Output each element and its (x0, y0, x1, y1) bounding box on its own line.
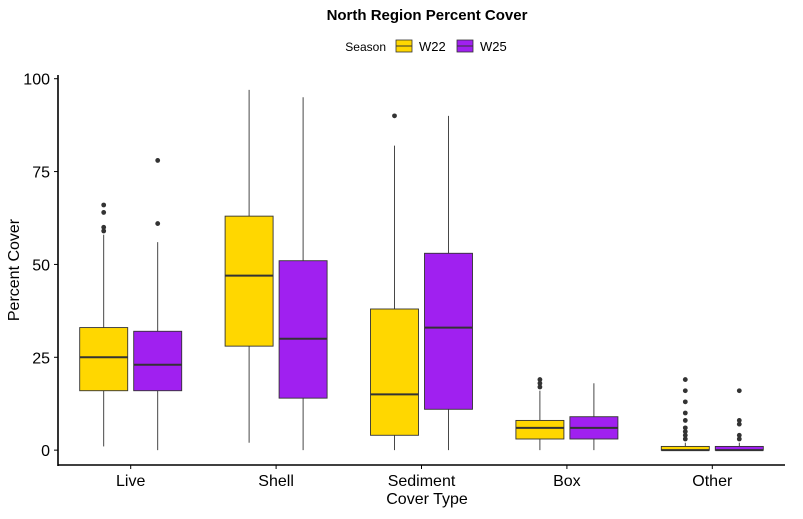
box-iqr (370, 308, 419, 436)
outlier-point (682, 429, 688, 434)
box-iqr (224, 215, 274, 347)
y-axis-title: Percent Cover (6, 218, 23, 321)
y-axis-ticks: 0 25 50 75 100 (23, 72, 58, 460)
x-tick-label: Shell (258, 473, 294, 490)
y-tick-label: 0 (41, 443, 50, 460)
box-w22-live (79, 202, 129, 447)
y-tick-label: 25 (32, 350, 50, 367)
box-iqr (133, 330, 183, 392)
outlier-point (736, 421, 742, 427)
outlier-point (736, 418, 742, 423)
box-w22-shell (224, 89, 274, 443)
outlier-point (101, 224, 107, 230)
box-iqr (424, 252, 473, 410)
outlier-point (537, 377, 543, 382)
outlier-point (392, 113, 397, 119)
outlier-point (682, 388, 688, 394)
outlier-point (682, 399, 688, 405)
box-w22-other (660, 377, 710, 452)
box-iqr (79, 327, 129, 392)
box-w25-sediment (424, 115, 473, 451)
x-tick-label: Box (553, 473, 581, 490)
outlier-point (736, 432, 742, 438)
chart-title: North Region Percent Cover (327, 7, 528, 24)
box-w22-box (515, 377, 565, 451)
legend-label-w25: W25 (480, 39, 507, 54)
outlier-point (101, 228, 107, 234)
outlier-point (682, 425, 688, 431)
outlier-point (682, 377, 688, 382)
outlier-point (682, 418, 688, 423)
outlier-point (682, 432, 688, 438)
box-w25-other (714, 388, 764, 452)
legend-label-w22: W22 (419, 39, 446, 54)
legend-title: Season (345, 40, 386, 54)
x-axis-title: Cover Type (386, 491, 468, 508)
outlier-point (101, 202, 107, 208)
outlier-point (682, 436, 688, 442)
outlier-point (537, 380, 543, 386)
box-iqr (278, 260, 328, 399)
outlier-point (736, 388, 742, 394)
outlier-point (682, 410, 688, 416)
y-tick-label: 100 (23, 72, 50, 89)
outlier-point (736, 436, 742, 442)
y-tick-label: 75 (32, 165, 50, 182)
box-iqr (515, 419, 565, 440)
box-marks (79, 89, 764, 452)
box-w25-live (133, 158, 183, 451)
x-tick-label: Live (116, 473, 145, 490)
legend: Season W22 W25 (345, 39, 506, 54)
box-w25-box (569, 383, 619, 451)
outlier-point (537, 384, 543, 390)
outlier-point (101, 210, 107, 215)
outlier-point (155, 158, 161, 163)
box-w22-sediment (370, 113, 419, 451)
x-tick-label: Sediment (388, 473, 456, 490)
outlier-point (155, 221, 161, 226)
x-axis-ticks: Live Shell Sediment Box Other (116, 465, 733, 490)
y-tick-label: 50 (32, 257, 50, 274)
box-w25-shell (278, 97, 328, 451)
x-tick-label: Other (692, 473, 733, 490)
